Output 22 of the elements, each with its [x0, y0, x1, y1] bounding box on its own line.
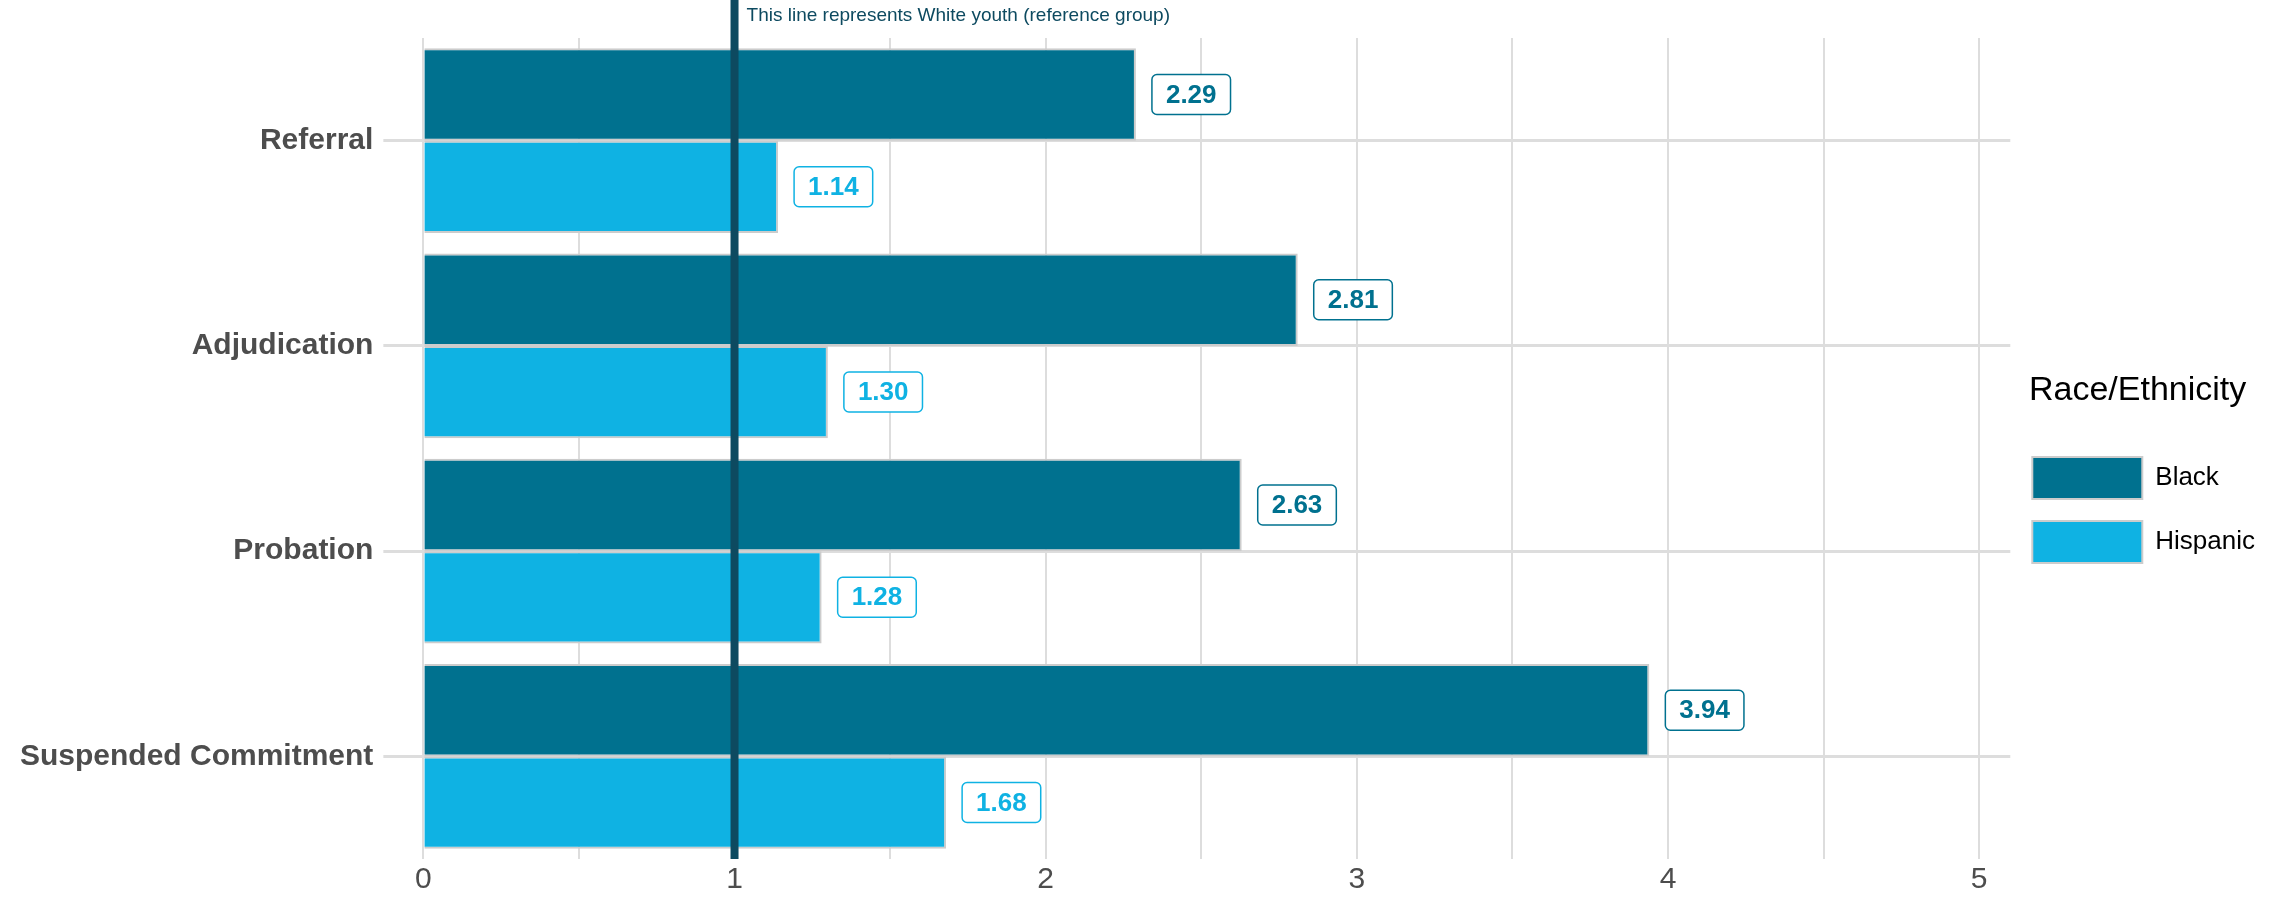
- y-tick-label: Probation: [233, 532, 374, 566]
- data-label: 1.68: [976, 786, 1027, 817]
- x-tick-label: 2: [1037, 861, 1055, 895]
- data-label: 2.81: [1327, 283, 1379, 314]
- legend-label: Hispanic: [2155, 525, 2256, 556]
- ref-line-label: This line represents White youth (reference group): [746, 3, 1171, 25]
- x-tick-label: 4: [1659, 861, 1677, 895]
- legend-label: Black: [2155, 461, 2220, 492]
- data-label: 2.63: [1271, 489, 1323, 520]
- data-label: 3.94: [1679, 694, 1731, 725]
- data-label: 1.14: [808, 170, 860, 201]
- y-tick-label: Adjudication: [191, 327, 374, 361]
- legend-title: Race/Ethnicity: [2028, 369, 2247, 408]
- data-label: 1.28: [851, 581, 903, 612]
- data-label: 2.29: [1165, 78, 1217, 109]
- x-tick-label: 5: [1970, 861, 1988, 895]
- data-label: 1.30: [857, 376, 909, 407]
- y-tick-label: Referral: [259, 121, 374, 155]
- x-tick-label: 1: [726, 861, 743, 895]
- x-tick-label: 3: [1348, 861, 1366, 895]
- x-tick-label: 0: [415, 861, 432, 895]
- y-tick-label: Suspended Commitment: [19, 737, 374, 771]
